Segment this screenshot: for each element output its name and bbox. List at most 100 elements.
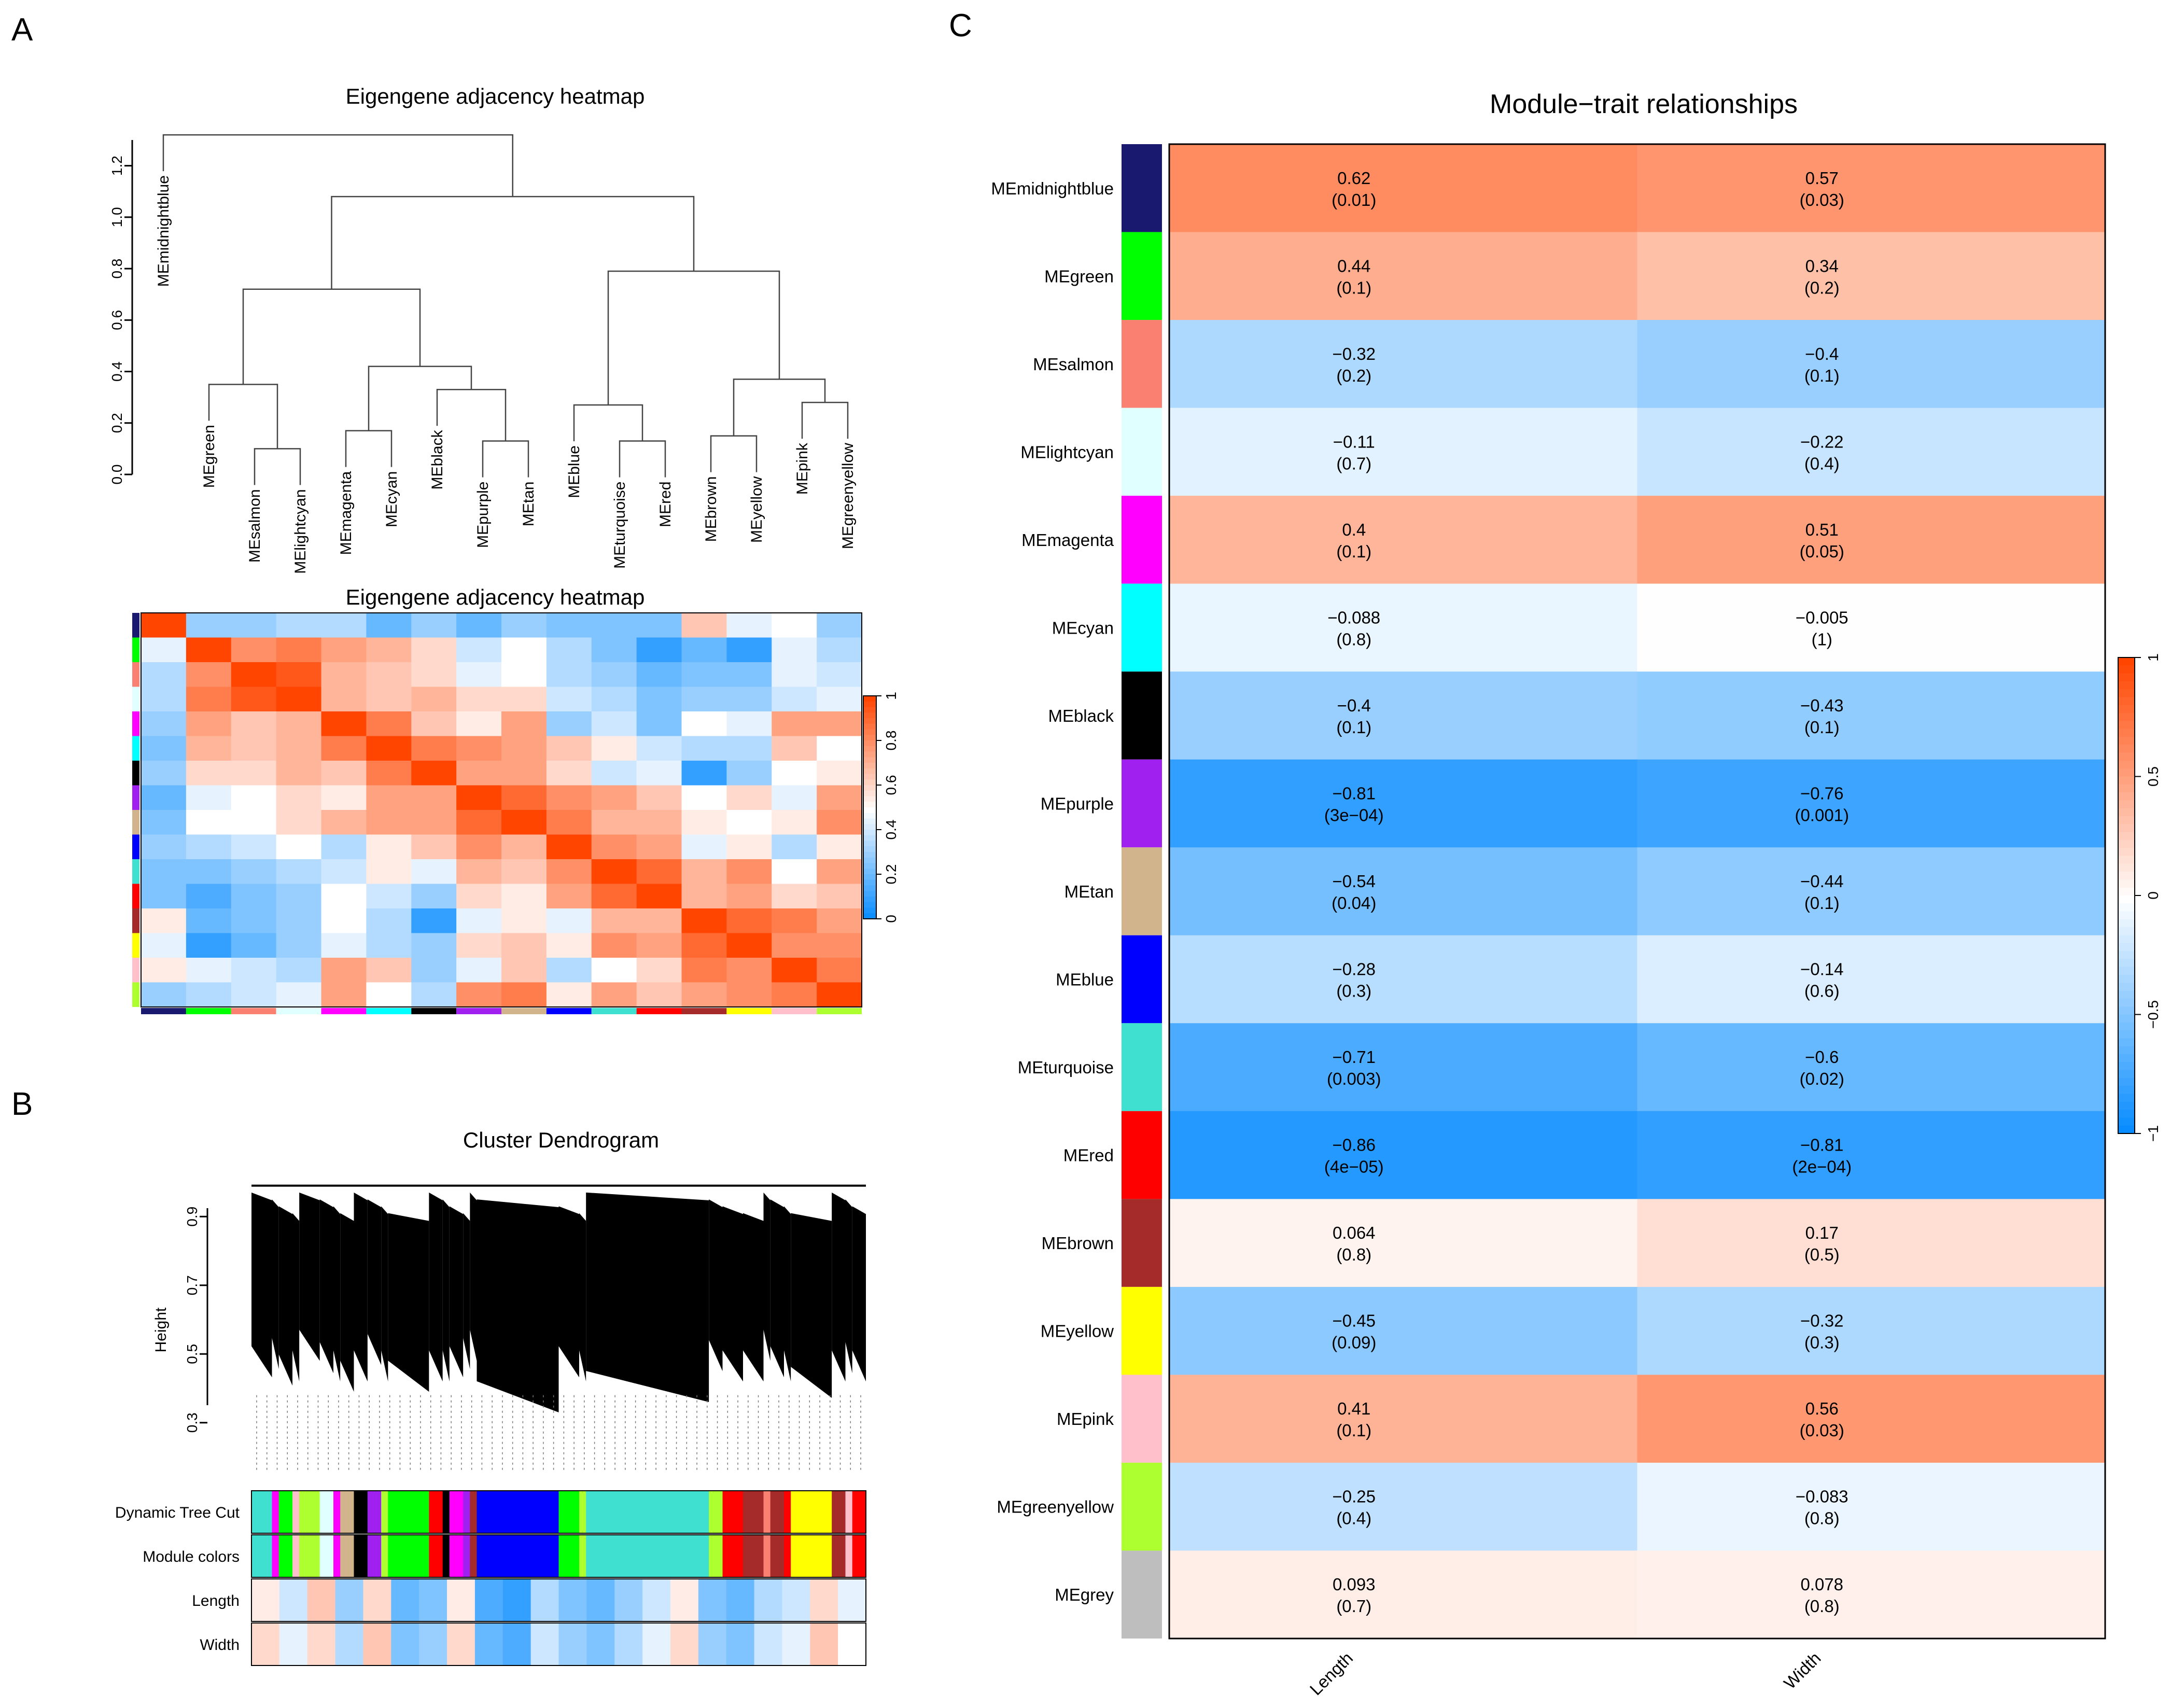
adjacency-cell [636, 982, 682, 1007]
adjacency-colorbar-step [863, 807, 876, 814]
adjacency-cell [321, 613, 367, 638]
correlation-value: −0.28 [1333, 960, 1376, 979]
trait-colorbar-step [2118, 895, 2135, 904]
module-color-segment [709, 1535, 723, 1577]
adjacency-cell [501, 637, 547, 663]
trait-colorbar-step [2118, 681, 2135, 690]
cluster-branch-block [340, 1213, 354, 1392]
trait-colorbar-step [2118, 943, 2135, 952]
adjacency-cell [591, 958, 637, 983]
trait-colorbar-step [2118, 657, 2135, 666]
adjacency-cell [321, 785, 367, 810]
adjacency-cell [817, 859, 862, 884]
trait-band-width [558, 1623, 587, 1665]
cluster-branch-block [429, 1192, 443, 1382]
adjacency-cell [726, 785, 772, 810]
trait-colorbar-step [2118, 903, 2135, 912]
cluster-branch-block [278, 1206, 292, 1386]
dynamic-tree-cut-segment [845, 1491, 853, 1533]
adjacency-cell [817, 687, 862, 712]
adjacency-cell [366, 810, 412, 835]
adjacency-cell [591, 662, 637, 687]
trait-band-length [586, 1579, 615, 1621]
adjacency-cell [726, 687, 772, 712]
adjacency-cell [276, 613, 321, 638]
module-row-label: MEblack [1048, 706, 1114, 725]
trait-cell [1169, 1550, 1637, 1639]
dynamic-tree-cut-segment [442, 1491, 450, 1533]
adjacency-colorbar-step [863, 707, 876, 713]
adjacency-cell [411, 859, 457, 884]
trait-cell [1169, 671, 1637, 760]
trait-band-length [335, 1579, 363, 1621]
trait-cell [1637, 1550, 2106, 1639]
adjacency-cell [231, 711, 277, 736]
trait-band-length [502, 1579, 531, 1621]
adjacency-cell [231, 761, 277, 786]
adjacency-cell [456, 982, 502, 1007]
trait-band-width [419, 1623, 447, 1665]
track-label: Length [192, 1592, 240, 1609]
trait-cell [1169, 759, 1637, 848]
adjacency-colorbar-label: 0.4 [883, 820, 899, 840]
trait-colorbar-step [2118, 776, 2135, 785]
correlation-value: −0.45 [1333, 1311, 1376, 1331]
dendrogram-leaf-label: MEpink [794, 442, 811, 495]
dendrogram-y-tick-label: 1.2 [109, 156, 125, 176]
cluster-branch-block [743, 1213, 764, 1382]
trait-band-length [726, 1579, 755, 1621]
adjacency-cell [681, 933, 727, 958]
trait-band-width [698, 1623, 727, 1665]
trait-band-length [279, 1579, 308, 1621]
adjacency-cell [726, 908, 772, 933]
trait-band-width [335, 1623, 363, 1665]
module-color-segment [852, 1535, 866, 1577]
trait-band-width [474, 1623, 503, 1665]
dendrogram-branch [345, 430, 393, 467]
module-color-segment [333, 1535, 341, 1577]
adjacency-cell [456, 637, 502, 663]
adjacency-cell [141, 982, 187, 1007]
adjacency-row-color [132, 613, 139, 638]
dendrogram-leaf-label: MEsalmon [246, 489, 263, 563]
adjacency-cell [276, 637, 321, 663]
adjacency-cell [817, 884, 862, 909]
dendrogram-y-tick-label: 0.4 [109, 361, 125, 382]
adjacency-cell [591, 908, 637, 933]
adjacency-cell [366, 859, 412, 884]
adjacency-cell [411, 958, 457, 983]
adjacency-colorbar-step [863, 913, 876, 919]
track-frame [251, 1622, 866, 1666]
adjacency-cell [636, 613, 682, 638]
adjacency-row-color [132, 982, 139, 1007]
trait-cell [1637, 1111, 2106, 1199]
adjacency-cell [456, 662, 502, 687]
track-frame [251, 1534, 866, 1578]
trait-cell [1169, 1023, 1637, 1112]
dendrogram-leaf-label: MEmidnightblue [155, 175, 172, 287]
adjacency-cell [456, 736, 502, 761]
adjacency-cell [411, 711, 457, 736]
trait-band-length [642, 1579, 671, 1621]
p-value: (0.8) [1804, 1509, 1840, 1528]
adjacency-cell [681, 810, 727, 835]
adjacency-cell [321, 810, 367, 835]
adjacency-cell [546, 637, 592, 663]
trait-cell [1637, 1462, 2106, 1551]
cluster-branch-block [449, 1206, 464, 1378]
trait-colorbar-step [2118, 1014, 2135, 1023]
adjacency-row-color [132, 884, 139, 908]
adjacency-col-color [276, 1008, 321, 1014]
adjacency-cell [141, 736, 187, 761]
correlation-value: −0.4 [1805, 344, 1839, 363]
adjacency-colorbar-step [863, 891, 876, 897]
adjacency-cell [636, 785, 682, 810]
p-value: (0.2) [1804, 278, 1840, 297]
track-frame [251, 1578, 866, 1622]
adjacency-cell [681, 958, 727, 983]
correlation-value: 0.34 [1805, 256, 1839, 275]
adjacency-row-color [132, 859, 139, 884]
trait-colorbar-label: 1 [2145, 653, 2161, 662]
adjacency-cell [231, 785, 277, 810]
module-color-segment [442, 1535, 450, 1577]
